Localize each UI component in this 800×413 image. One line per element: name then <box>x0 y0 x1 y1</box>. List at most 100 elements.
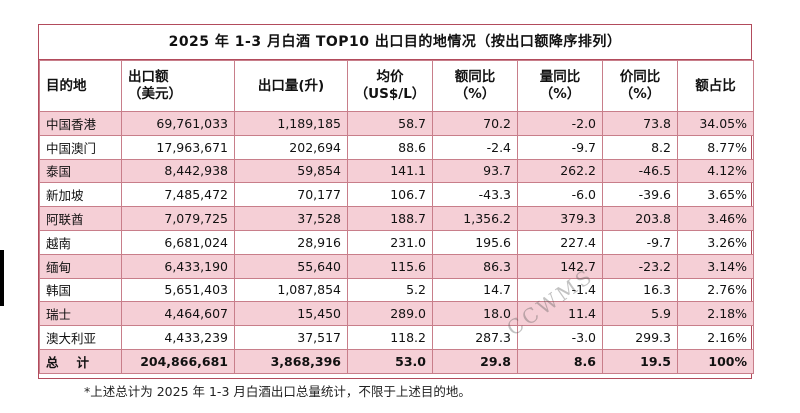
cell-export-volume: 15,450 <box>234 301 348 327</box>
cell-price-yoy: 16.3 <box>602 277 678 303</box>
header-value-share: 额占比 <box>677 60 754 112</box>
cell-avg-price: 118.2 <box>347 325 433 350</box>
cell-export-volume: 202,694 <box>234 134 348 160</box>
cell-volume-yoy: -9.7 <box>517 134 603 160</box>
cell-total-value-yoy: 29.8 <box>432 348 518 374</box>
cell-export-value: 7,485,472 <box>121 182 235 208</box>
cell-export-value: 5,651,403 <box>121 277 235 303</box>
cell-volume-yoy: -2.0 <box>517 111 603 136</box>
cell-value-share: 34.05% <box>677 111 754 136</box>
cell-price-yoy: 73.8 <box>602 111 678 136</box>
table-row: 阿联酋 7,079,725 37,528 188.7 1,356.2 379.3… <box>39 206 754 231</box>
table-row: 缅甸 6,433,190 55,640 115.6 86.3 142.7 -23… <box>39 253 754 279</box>
cell-export-volume: 28,916 <box>234 229 348 255</box>
header-export-volume: 出口量(升) <box>234 60 348 112</box>
cell-total-price-yoy: 19.5 <box>602 348 678 374</box>
cell-export-value: 6,681,024 <box>121 229 235 255</box>
cell-price-yoy: -39.6 <box>602 182 678 208</box>
cell-total-value-share: 100% <box>677 348 754 374</box>
table-row: 瑞士 4,464,607 15,450 289.0 18.0 11.4 5.9 … <box>39 301 754 327</box>
cell-export-volume: 55,640 <box>234 253 348 279</box>
table-row: 中国香港 69,761,033 1,189,185 58.7 70.2 -2.0… <box>39 111 754 136</box>
cell-avg-price: 88.6 <box>347 134 433 160</box>
cell-value-share: 4.12% <box>677 158 754 184</box>
cell-destination: 瑞士 <box>39 301 122 327</box>
cell-volume-yoy: 227.4 <box>517 229 603 255</box>
cell-total-volume-yoy: 8.6 <box>517 348 603 374</box>
cell-price-yoy: 8.2 <box>602 134 678 160</box>
cell-destination: 阿联酋 <box>39 206 122 231</box>
cell-value-yoy: 18.0 <box>432 301 518 327</box>
cell-total-export-volume: 3,868,396 <box>234 348 348 374</box>
cell-destination: 缅甸 <box>39 253 122 279</box>
cell-avg-price: 141.1 <box>347 158 433 184</box>
cell-avg-price: 58.7 <box>347 111 433 136</box>
cell-value-yoy: 287.3 <box>432 325 518 350</box>
cell-export-volume: 1,189,185 <box>234 111 348 136</box>
cell-export-value: 4,464,607 <box>121 301 235 327</box>
cell-value-share: 3.65% <box>677 182 754 208</box>
cell-export-value: 8,442,938 <box>121 158 235 184</box>
cell-value-yoy: 1,356.2 <box>432 206 518 231</box>
cell-value-yoy: 86.3 <box>432 253 518 279</box>
cell-value-share: 2.18% <box>677 301 754 327</box>
cell-total-avg-price: 53.0 <box>347 348 433 374</box>
header-price-yoy: 价同比 （%） <box>602 60 678 112</box>
cell-export-volume: 1,087,854 <box>234 277 348 303</box>
cell-export-volume: 59,854 <box>234 158 348 184</box>
cell-price-yoy: -46.5 <box>602 158 678 184</box>
cell-value-share: 8.77% <box>677 134 754 160</box>
cell-volume-yoy: 11.4 <box>517 301 603 327</box>
cell-destination: 韩国 <box>39 277 122 303</box>
table-row: 韩国 5,651,403 1,087,854 5.2 14.7 -1.4 16.… <box>39 277 754 303</box>
cell-value-share: 3.46% <box>677 206 754 231</box>
header-destination: 目的地 <box>39 60 122 112</box>
cell-avg-price: 188.7 <box>347 206 433 231</box>
table-title: 2025 年 1-3 月白酒 TOP10 出口目的地情况（按出口额降序排列） <box>39 25 751 60</box>
cell-destination: 泰国 <box>39 158 122 184</box>
header-export-value: 出口额 （美元） <box>121 60 235 112</box>
cell-price-yoy: 299.3 <box>602 325 678 350</box>
cell-value-yoy: 14.7 <box>432 277 518 303</box>
cell-export-volume: 70,177 <box>234 182 348 208</box>
cell-export-value: 69,761,033 <box>121 111 235 136</box>
cell-value-share: 2.16% <box>677 325 754 350</box>
cell-value-yoy: -2.4 <box>432 134 518 160</box>
cell-volume-yoy: 142.7 <box>517 253 603 279</box>
table-row: 泰国 8,442,938 59,854 141.1 93.7 262.2 -46… <box>39 158 754 184</box>
cell-destination: 新加坡 <box>39 182 122 208</box>
cell-value-yoy: 93.7 <box>432 158 518 184</box>
table-row: 越南 6,681,024 28,916 231.0 195.6 227.4 -9… <box>39 229 754 255</box>
cell-destination: 中国澳门 <box>39 134 122 160</box>
cell-value-share: 3.26% <box>677 229 754 255</box>
header-avg-price: 均价 （US$/L） <box>347 60 433 112</box>
footnote: *上述总计为 2025 年 1-3 月白酒出口总量统计，不限于上述目的地。 <box>84 384 471 399</box>
cell-price-yoy: 5.9 <box>602 301 678 327</box>
cell-volume-yoy: -6.0 <box>517 182 603 208</box>
cell-export-value: 4,433,239 <box>121 325 235 350</box>
cell-destination: 越南 <box>39 229 122 255</box>
export-table-frame: 2025 年 1-3 月白酒 TOP10 出口目的地情况（按出口额降序排列） 目… <box>38 24 754 379</box>
cell-avg-price: 106.7 <box>347 182 433 208</box>
export-table: 目的地 出口额 （美元） 出口量(升) 均价 （US$/L） 额同比 （%） 量同比（… <box>39 60 754 374</box>
cell-export-value: 17,963,671 <box>121 134 235 160</box>
cell-export-volume: 37,517 <box>234 325 348 350</box>
cell-price-yoy: -23.2 <box>602 253 678 279</box>
cell-volume-yoy: 379.3 <box>517 206 603 231</box>
cell-export-value: 7,079,725 <box>121 206 235 231</box>
table-row: 新加坡 7,485,472 70,177 106.7 -43.3 -6.0 -3… <box>39 182 754 208</box>
cell-value-share: 3.14% <box>677 253 754 279</box>
cell-value-share: 2.76% <box>677 277 754 303</box>
left-edge-bar <box>0 250 4 306</box>
cell-export-value: 6,433,190 <box>121 253 235 279</box>
cell-total-label: 总计 <box>39 348 122 374</box>
total-row: 总计 204,866,681 3,868,396 53.0 29.8 8.6 1… <box>39 348 754 374</box>
table-row: 中国澳门 17,963,671 202,694 88.6 -2.4 -9.7 8… <box>39 134 754 160</box>
cell-volume-yoy: 262.2 <box>517 158 603 184</box>
cell-avg-price: 5.2 <box>347 277 433 303</box>
cell-price-yoy: -9.7 <box>602 229 678 255</box>
cell-value-yoy: -43.3 <box>432 182 518 208</box>
cell-destination: 澳大利亚 <box>39 325 122 350</box>
cell-export-volume: 37,528 <box>234 206 348 231</box>
cell-volume-yoy: -3.0 <box>517 325 603 350</box>
